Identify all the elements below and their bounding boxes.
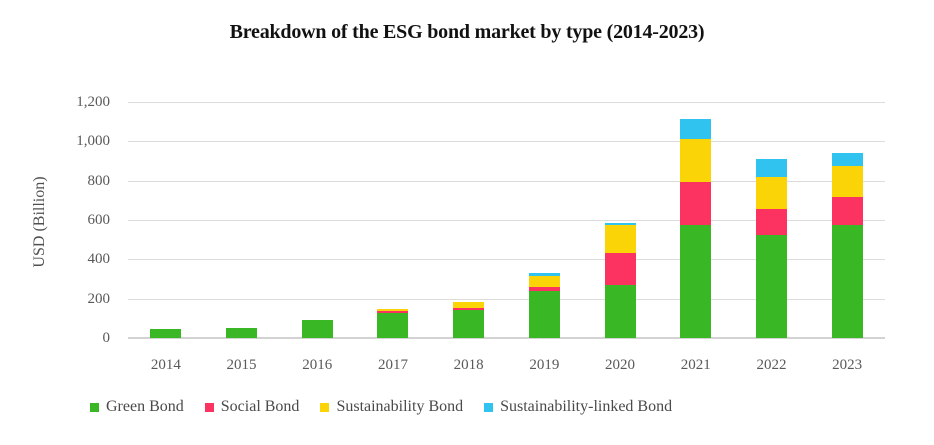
gridline [128, 180, 885, 182]
y-tick-label: 800 [87, 172, 111, 189]
bar-segment-green-bond-2020 [604, 284, 636, 338]
bar-segment-green-bond-2022 [755, 234, 787, 338]
x-tick-label-2022: 2022 [756, 357, 787, 373]
bar-segment-social-bond-2017 [377, 311, 409, 314]
legend: Green Bond Social Bond Sustainability Bond… [90, 398, 672, 416]
x-tick-label-2023: 2023 [832, 357, 863, 373]
plot-area [128, 102, 885, 339]
legend-item-sustainability-linked-bond: Sustainability-linked Bond [484, 398, 672, 416]
x-tick-label-2017: 2017 [377, 357, 408, 373]
y-tick-label: 200 [87, 290, 111, 307]
bar-segment-sustainability-bond-2018 [453, 301, 485, 308]
legend-item-sustainability-bond: Sustainability Bond [320, 398, 463, 416]
bar-segment-social-bond-2022 [755, 209, 787, 235]
bar-segment-sustainability-bond-2017 [377, 308, 409, 312]
x-tick-label-2020: 2020 [605, 357, 636, 373]
y-tick-label: 1,000 [76, 133, 110, 150]
gridline [128, 298, 885, 300]
legend-swatch-icon [90, 402, 99, 412]
legend-label: Green Bond [106, 398, 184, 415]
bar-segment-sustainability-bond-2023 [831, 165, 863, 198]
bar-segment-green-bond-2015 [226, 328, 258, 338]
y-tick-label: 600 [87, 212, 111, 228]
x-tick-label-2018: 2018 [453, 357, 484, 373]
bar-segment-green-bond-2023 [831, 224, 863, 338]
x-tick-label-2016: 2016 [302, 357, 333, 373]
bar-segment-sustainability-linked-bond-2020 [604, 222, 636, 225]
bar-segment-sustainability-linked-bond-2023 [831, 153, 863, 166]
bar-segment-sustainability-bond-2022 [755, 176, 787, 210]
bar-segment-green-bond-2014 [150, 329, 182, 338]
bar-segment-green-bond-2019 [528, 290, 560, 338]
x-tick-label-2021: 2021 [680, 357, 711, 373]
bar-segment-social-bond-2023 [831, 197, 863, 225]
y-tick-label: 1,200 [76, 94, 110, 110]
legend-label: Sustainability-linked Bond [500, 398, 673, 415]
legend-item-social-bond: Social Bond [204, 398, 300, 416]
gridline [128, 141, 885, 143]
bar-segment-social-bond-2020 [604, 253, 636, 285]
bar-segment-green-bond-2021 [680, 224, 712, 338]
legend-item-green-bond: Green Bond [90, 398, 184, 416]
bar-segment-social-bond-2021 [680, 181, 712, 225]
legend-label: Social Bond [220, 398, 300, 415]
bar-segment-social-bond-2018 [453, 307, 485, 311]
x-tick-label-2015: 2015 [226, 357, 257, 373]
y-tick-label: 400 [87, 251, 111, 268]
bar-segment-sustainability-linked-bond-2021 [680, 118, 712, 140]
bar-segment-sustainability-linked-bond-2019 [528, 273, 560, 277]
bar-segment-green-bond-2016 [301, 320, 333, 338]
bar-segment-sustainability-linked-bond-2022 [755, 159, 787, 177]
legend-label: Sustainability Bond [336, 398, 464, 415]
x-tick-label-2014: 2014 [150, 357, 181, 373]
legend-swatch-icon [204, 402, 214, 412]
gridline [128, 102, 885, 103]
x-axis-line [128, 337, 885, 339]
x-tick-label-2019: 2019 [529, 357, 560, 373]
legend-swatch-icon [484, 402, 494, 412]
bar-segment-social-bond-2019 [528, 286, 560, 291]
legend-swatch-icon [320, 402, 330, 412]
bar-segment-green-bond-2018 [453, 310, 485, 338]
bar-segment-sustainability-bond-2020 [604, 224, 636, 254]
gridline [128, 220, 885, 221]
bar-segment-green-bond-2017 [377, 313, 409, 338]
chart-title: Breakdown of the ESG bond market by type… [229, 21, 705, 43]
y-tick-label: 0 [102, 330, 111, 346]
bar-segment-sustainability-bond-2021 [680, 139, 712, 182]
bar-segment-sustainability-bond-2019 [528, 276, 560, 287]
gridline [128, 259, 885, 261]
